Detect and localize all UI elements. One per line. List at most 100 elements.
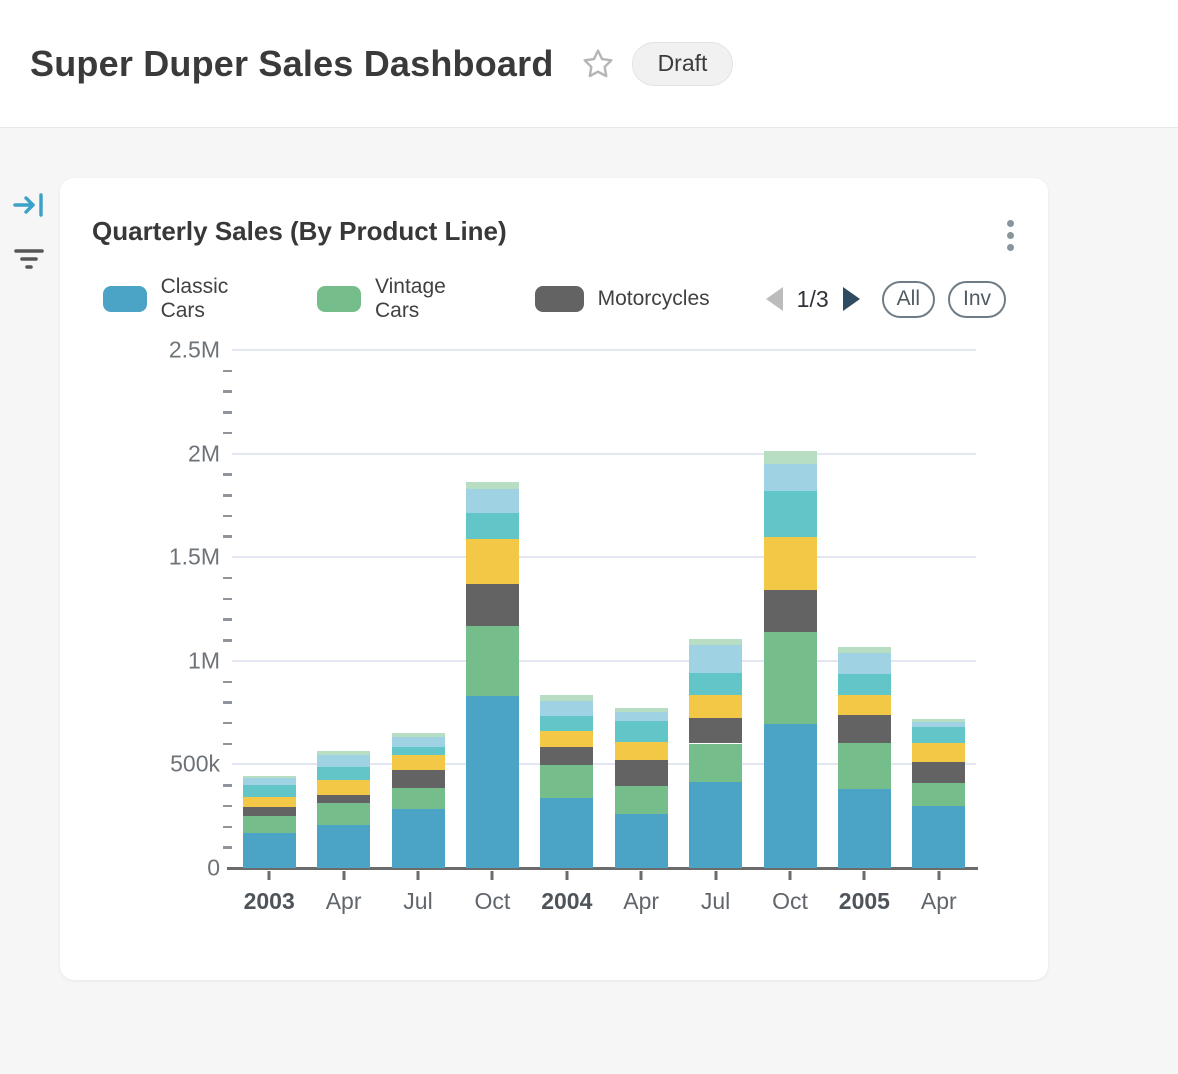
bar-segment-series-5-teal[interactable] [689,673,743,696]
bar-segment-motorcycles[interactable] [391,770,445,788]
stacked-bar-apr-5[interactable] [614,350,668,868]
bar-segment-series-4-yellow[interactable] [391,754,445,771]
bar-segment-series-5-teal[interactable] [391,747,445,755]
bar-segment-series-4-yellow[interactable] [317,780,371,796]
bar-segment-classic-cars[interactable] [317,824,371,868]
bar-segment-series-7-lightgreen[interactable] [391,733,445,737]
bar-segment-motorcycles[interactable] [317,795,371,804]
bar-segment-series-6-lightblue[interactable] [912,721,966,727]
x-axis-tick [267,871,271,880]
bar-segment-series-7-lightgreen[interactable] [614,707,668,713]
bar-segment-motorcycles[interactable] [912,762,966,784]
bar-segment-series-6-lightblue[interactable] [540,701,594,716]
bar-segment-classic-cars[interactable] [689,781,743,868]
bar-segment-motorcycles[interactable] [837,715,891,743]
legend-item-classic-cars[interactable]: Classic Cars [103,275,265,323]
stacked-bar-oct-3[interactable] [465,350,519,868]
bar-segment-motorcycles[interactable] [540,747,594,765]
select-all-button[interactable]: All [881,280,935,318]
bar-segment-series-4-yellow[interactable] [912,743,966,763]
bar-segment-classic-cars[interactable] [763,723,817,868]
stacked-bar-apr-1[interactable] [317,350,371,868]
bar-segment-classic-cars[interactable] [614,813,668,868]
bar-segment-vintage-cars[interactable] [689,743,743,782]
x-axis-tick [788,871,792,880]
bar-segment-series-5-teal[interactable] [912,726,966,744]
bar-segment-series-4-yellow[interactable] [540,731,594,747]
stacked-bar-2004-4[interactable] [540,350,594,868]
favorite-star-icon[interactable] [580,46,616,82]
bar-segment-motorcycles[interactable] [242,807,296,817]
bar-segment-series-6-lightblue[interactable] [391,736,445,748]
y-axis-minor-tick [223,514,232,518]
bar-segment-series-6-lightblue[interactable] [614,712,668,722]
legend-item-motorcycles[interactable]: Motorcycles [534,286,710,312]
bar-segment-vintage-cars[interactable] [540,764,594,798]
bar-segment-vintage-cars[interactable] [465,626,519,696]
x-axis-tick-label: Apr [623,888,660,914]
bar-segment-series-4-yellow[interactable] [614,742,668,761]
bar-segment-vintage-cars[interactable] [912,783,966,806]
bar-segment-motorcycles[interactable] [763,589,817,633]
stacked-bar-jul-2[interactable] [391,350,445,868]
bar-segment-series-5-teal[interactable] [837,673,891,696]
bar-segment-classic-cars[interactable] [912,805,966,868]
bar-segment-vintage-cars[interactable] [242,816,296,833]
bar-segment-series-5-teal[interactable] [242,785,296,797]
bar-segment-series-5-teal[interactable] [763,490,817,537]
x-axis-tick-label: Apr [325,888,362,914]
bar-segment-vintage-cars[interactable] [763,632,817,724]
bar-segment-series-7-lightgreen[interactable] [540,694,594,702]
stacked-bar-2005-8[interactable] [837,350,891,868]
bar-segment-series-5-teal[interactable] [317,767,371,781]
bar-segment-series-6-lightblue[interactable] [763,463,817,491]
bar-segment-classic-cars[interactable] [837,789,891,868]
bar-segment-motorcycles[interactable] [689,717,743,744]
x-axis-tick-label: Jul [403,888,433,914]
bar-segment-motorcycles[interactable] [465,584,519,627]
stacked-bar-apr-9[interactable] [912,350,966,868]
bar-segment-series-4-yellow[interactable] [465,538,519,585]
bar-segment-motorcycles[interactable] [614,760,668,787]
bar-segment-series-7-lightgreen[interactable] [912,718,966,722]
bar-segment-vintage-cars[interactable] [837,742,891,790]
bar-segment-series-5-teal[interactable] [465,513,519,539]
bar-segment-classic-cars[interactable] [242,832,296,868]
bar-segment-vintage-cars[interactable] [614,786,668,814]
y-axis-minor-tick [223,535,232,538]
stacked-bar-2003-0[interactable] [242,350,296,868]
filter-icon[interactable] [12,244,46,274]
invert-selection-button[interactable]: Inv [947,280,1006,318]
bar-segment-series-6-lightblue[interactable] [317,754,371,768]
bar-segment-series-7-lightgreen[interactable] [689,638,743,646]
bar-segment-classic-cars[interactable] [540,797,594,868]
bar-segment-series-7-lightgreen[interactable] [837,646,891,654]
bar-segment-series-4-yellow[interactable] [689,695,743,718]
bar-segment-series-7-lightgreen[interactable] [317,751,371,755]
collapse-panel-icon[interactable] [12,190,46,220]
legend-prev-icon[interactable] [765,287,783,311]
stacked-bar-oct-7[interactable] [763,350,817,868]
bar-segment-vintage-cars[interactable] [317,803,371,825]
legend-item-vintage-cars[interactable]: Vintage Cars [317,275,482,323]
bar-segment-vintage-cars[interactable] [391,787,445,810]
bar-segment-classic-cars[interactable] [465,695,519,868]
bar-segment-series-6-lightblue[interactable] [242,777,296,786]
bar-segment-series-4-yellow[interactable] [242,796,296,808]
bar-segment-series-4-yellow[interactable] [837,695,891,716]
legend-next-icon[interactable] [842,287,860,311]
bar-segment-series-7-lightgreen[interactable] [465,482,519,489]
legend-page-indicator: 1/3 [796,285,829,312]
bar-segment-classic-cars[interactable] [391,809,445,868]
legend-swatch [317,286,361,312]
bar-segment-series-4-yellow[interactable] [763,536,817,590]
stacked-bar-jul-6[interactable] [689,350,743,868]
bar-segment-series-5-teal[interactable] [540,715,594,732]
bar-segment-series-6-lightblue[interactable] [837,653,891,674]
bar-segment-series-7-lightgreen[interactable] [763,451,817,464]
bar-segment-series-5-teal[interactable] [614,721,668,743]
bar-segment-series-7-lightgreen[interactable] [242,776,296,778]
bar-segment-series-6-lightblue[interactable] [689,645,743,674]
kebab-menu-icon[interactable] [996,216,1024,254]
bar-segment-series-6-lightblue[interactable] [465,488,519,514]
